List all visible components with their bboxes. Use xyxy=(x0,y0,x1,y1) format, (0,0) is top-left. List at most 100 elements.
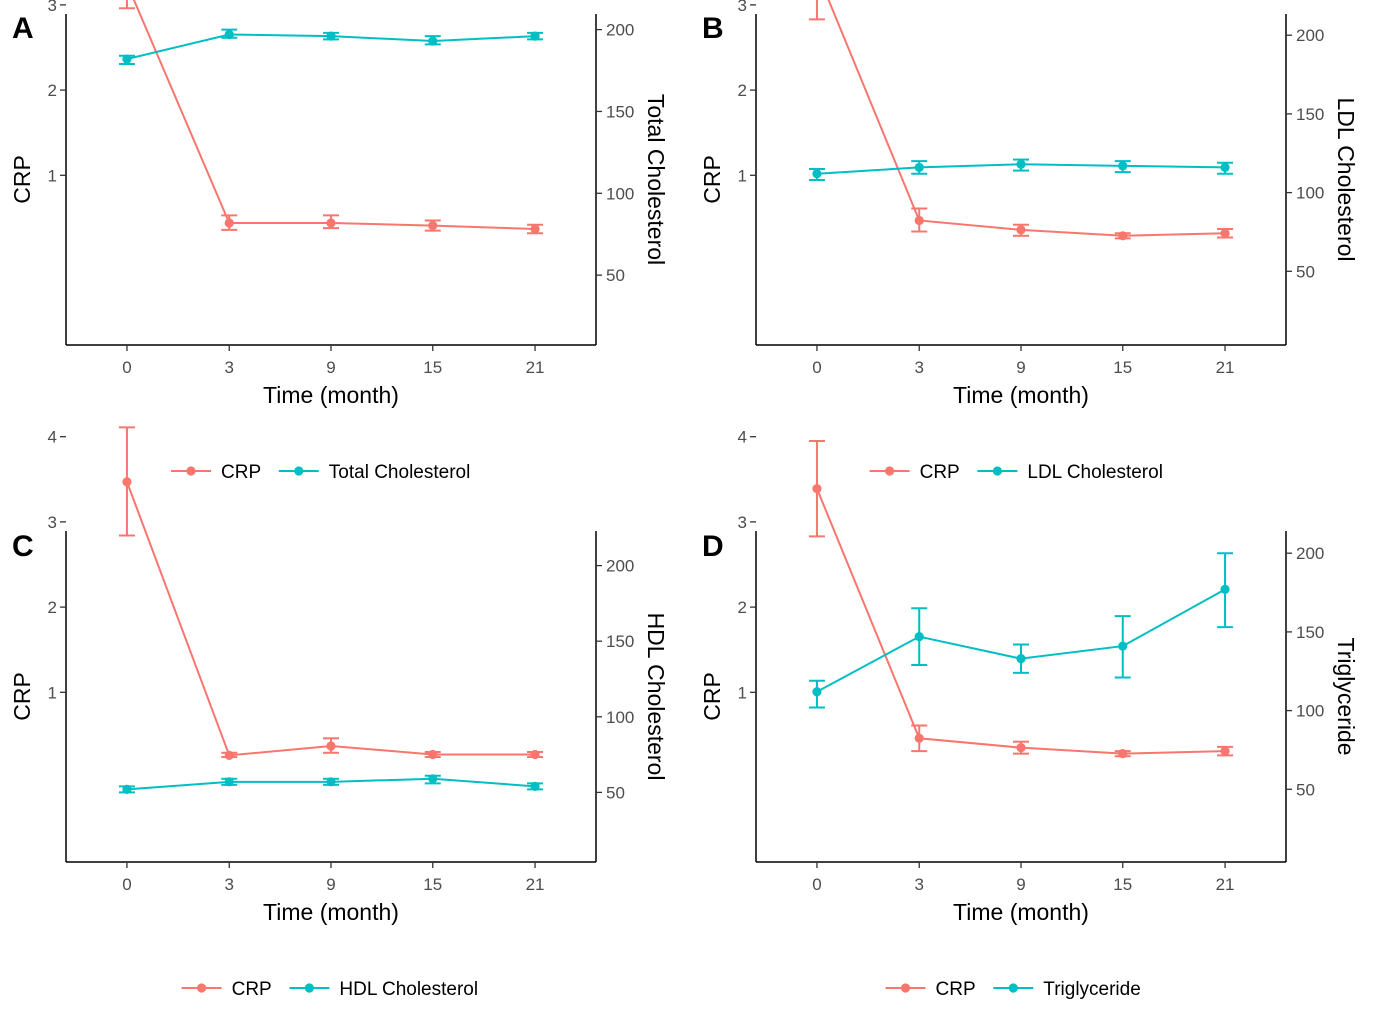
data-point xyxy=(1016,654,1026,664)
legend-key-point xyxy=(294,466,304,476)
series-crp xyxy=(808,439,1234,759)
data-point xyxy=(224,777,234,787)
legend-key-point xyxy=(1008,983,1018,993)
x-axis-title: Time (month) xyxy=(953,899,1089,925)
right-tick-label: 150 xyxy=(1296,105,1324,124)
data-point xyxy=(1118,641,1128,651)
legend-key-point xyxy=(197,983,207,993)
legend-label: CRP xyxy=(221,462,261,483)
x-axis-title: Time (month) xyxy=(263,899,399,925)
left-tick-label: 3 xyxy=(738,0,747,15)
left-tick-label: 2 xyxy=(48,81,57,100)
x-tick-label: 0 xyxy=(122,875,131,894)
data-point xyxy=(1118,231,1128,241)
left-tick-label: 1 xyxy=(48,166,57,185)
data-point xyxy=(122,54,132,64)
data-point xyxy=(530,224,540,234)
data-point xyxy=(914,162,924,173)
series-secondary xyxy=(118,28,544,65)
data-point xyxy=(326,741,336,751)
right-tick-label: 50 xyxy=(606,783,625,802)
legend-label: Triglyceride xyxy=(1043,979,1141,1000)
x-tick-label: 21 xyxy=(1216,358,1235,377)
left-tick-label: 1 xyxy=(48,683,57,702)
data-point xyxy=(1118,161,1128,171)
x-tick-label: 21 xyxy=(526,875,545,894)
right-axis-title: Triglyceride xyxy=(1333,637,1359,755)
right-tick-label: 50 xyxy=(606,266,625,285)
panel-tag: C xyxy=(12,530,34,563)
legend-key-point xyxy=(186,466,196,476)
panel-d: 1 2 3 4 50 100 150 200 0 3 9 15 21 Time (month) CRP Tri… xyxy=(699,428,1359,1000)
x-tick-label: 0 xyxy=(812,875,821,894)
x-tick-label: 3 xyxy=(225,358,234,377)
data-point xyxy=(326,31,336,41)
right-tick-label: 100 xyxy=(606,708,634,727)
data-point xyxy=(428,749,438,760)
series-secondary xyxy=(808,552,1234,709)
data-point xyxy=(1016,743,1026,753)
data-point xyxy=(428,774,438,784)
series-secondary xyxy=(118,774,544,794)
panel-tag: D xyxy=(702,530,724,563)
x-tick-label: 21 xyxy=(1216,875,1235,894)
right-axis-title: HDL Cholesterol xyxy=(643,613,669,781)
left-tick-label: 2 xyxy=(738,81,747,100)
right-tick-label: 100 xyxy=(606,184,634,203)
series-line xyxy=(816,488,1226,755)
left-axis-title: CRP xyxy=(699,155,725,204)
data-point xyxy=(530,749,540,760)
data-point xyxy=(428,220,438,231)
right-tick-label: 50 xyxy=(1296,780,1315,799)
data-point xyxy=(530,31,540,41)
data-point xyxy=(914,215,924,226)
left-tick-label: 1 xyxy=(738,166,747,185)
x-tick-label: 3 xyxy=(225,875,234,894)
right-axis-title: Total Cholesterol xyxy=(643,94,669,265)
right-tick-label: 200 xyxy=(606,21,634,40)
x-tick-label: 15 xyxy=(423,358,442,377)
data-point xyxy=(1118,749,1128,759)
data-point xyxy=(812,484,822,494)
left-tick-label: 2 xyxy=(738,598,747,617)
data-point xyxy=(1016,159,1026,169)
legend: CRP Triglyceride xyxy=(885,979,1141,1000)
right-tick-label: 100 xyxy=(1296,702,1324,721)
right-tick-label: 150 xyxy=(1296,623,1324,642)
x-tick-label: 0 xyxy=(812,358,821,377)
data-point xyxy=(1220,162,1230,173)
legend: CRP HDL Cholesterol xyxy=(181,979,478,1000)
x-tick-label: 15 xyxy=(1113,358,1132,377)
series-line xyxy=(827,0,1226,237)
legend-label: CRP xyxy=(936,979,976,1000)
data-point xyxy=(428,36,438,46)
panel-c: 1 2 3 4 50 100 150 200 0 3 9 15 21 Time (month) CRP HDL… xyxy=(9,426,669,1000)
x-tick-label: 9 xyxy=(326,358,335,377)
legend-label: HDL Cholesterol xyxy=(339,979,478,1000)
left-tick-label: 3 xyxy=(738,513,747,532)
left-tick-label: 4 xyxy=(738,428,747,447)
legend-key-point xyxy=(900,983,911,993)
data-point xyxy=(122,477,132,487)
data-point xyxy=(914,733,924,743)
left-tick-label: 3 xyxy=(48,0,57,15)
legend-key-point xyxy=(992,466,1003,476)
data-point xyxy=(326,218,336,228)
data-point xyxy=(530,781,540,791)
data-point xyxy=(326,777,336,787)
left-tick-label: 2 xyxy=(48,598,57,617)
data-point xyxy=(1016,225,1026,235)
legend-key-point xyxy=(885,466,895,476)
legend-label: CRP xyxy=(232,979,272,1000)
data-point xyxy=(1220,584,1230,595)
left-tick-label: 1 xyxy=(738,683,747,702)
legend: CRP LDL Cholesterol xyxy=(869,462,1163,483)
right-tick-label: 200 xyxy=(1296,544,1324,563)
x-tick-label: 21 xyxy=(526,358,545,377)
series-crp xyxy=(808,0,1234,241)
series-line xyxy=(126,481,536,757)
x-tick-label: 0 xyxy=(122,358,131,377)
data-point xyxy=(224,29,234,40)
legend: CRP Total Cholesterol xyxy=(171,462,470,483)
